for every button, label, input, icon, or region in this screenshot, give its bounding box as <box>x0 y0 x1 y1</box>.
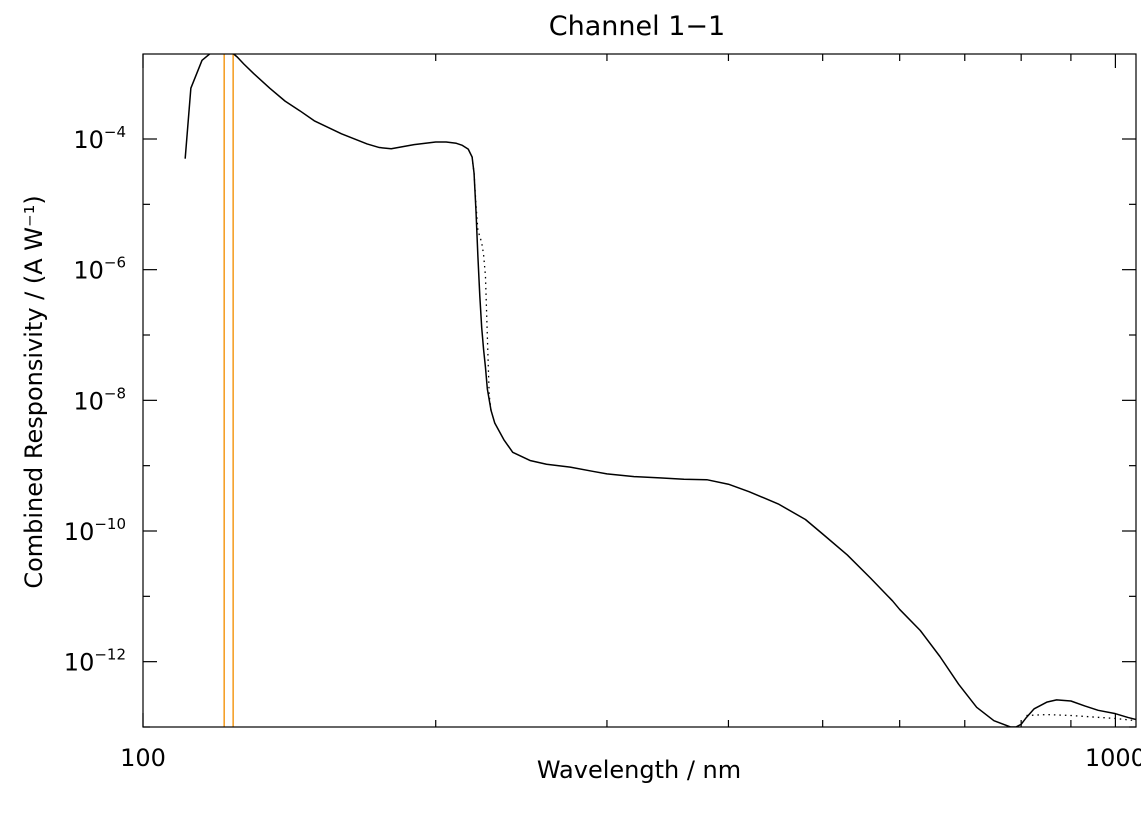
y-axis-label: Combined Responsivity / (A W⁻¹) <box>20 195 48 588</box>
plot-area <box>184 54 1136 727</box>
series-line-1 <box>184 54 1136 727</box>
y-tick-label: 10−10 <box>64 515 126 546</box>
y-tick-label: 10−6 <box>73 254 126 285</box>
plot-frame <box>142 53 1137 728</box>
y-tick-label: 10−12 <box>64 646 126 677</box>
x-tick-label: 1000 <box>1085 744 1141 772</box>
x-axis-label: Wavelength / nm <box>537 756 741 784</box>
y-tick-label: 10−8 <box>73 384 126 415</box>
chart-title: Channel 1−1 <box>549 11 725 42</box>
x-tick-labels: 100 1000 <box>120 744 1141 772</box>
x-tick-label: 100 <box>120 744 166 772</box>
series-line-3-dotted <box>1026 713 1136 722</box>
y-tick-labels: 10−4 10−6 10−8 10−10 10−12 <box>64 123 126 677</box>
axis-ticks <box>142 54 1136 728</box>
y-tick-label: 10−4 <box>73 123 126 154</box>
